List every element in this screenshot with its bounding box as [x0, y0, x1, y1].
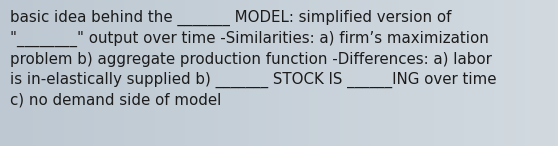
Text: basic idea behind the _______ MODEL: simplified version of
"________" output ove: basic idea behind the _______ MODEL: sim… — [10, 10, 497, 107]
